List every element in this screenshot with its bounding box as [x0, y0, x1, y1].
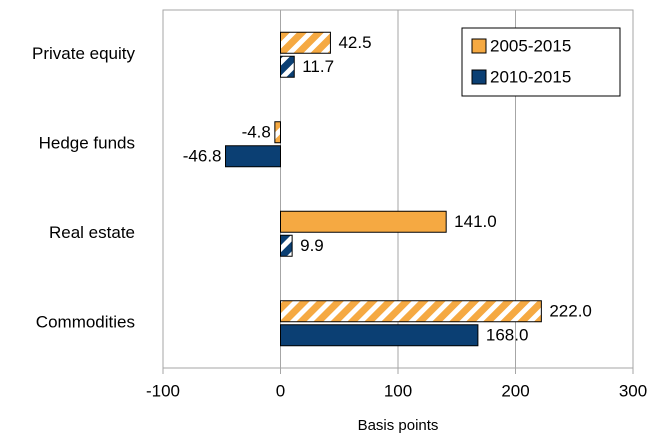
legend-swatch [471, 69, 487, 85]
x-tick-label: 200 [501, 381, 529, 400]
y-tick-label: Private equity [32, 44, 135, 63]
x-tick-label: 300 [619, 381, 647, 400]
legend-swatch [471, 38, 487, 54]
value-label: 141.0 [454, 212, 497, 231]
bar [225, 145, 281, 168]
value-label: 222.0 [549, 302, 592, 321]
legend-label: 2005-2015 [490, 36, 571, 55]
value-label: -46.8 [183, 147, 222, 166]
value-label: 42.5 [338, 33, 371, 52]
x-axis-label: Basis points [358, 417, 439, 434]
bar [274, 121, 281, 144]
x-tick-label: -100 [146, 381, 180, 400]
plot-border [162, 9, 634, 369]
bar [280, 324, 479, 347]
bar [280, 55, 295, 78]
y-tick-label: Commodities [36, 313, 135, 332]
legend-label: 2010-2015 [490, 67, 571, 86]
bar [280, 234, 293, 257]
bar [280, 210, 447, 233]
x-tick-label: 100 [384, 381, 412, 400]
value-label: 168.0 [486, 326, 529, 345]
value-label: -4.8 [242, 123, 271, 142]
bar [280, 300, 542, 323]
value-label: 11.7 [302, 57, 334, 76]
x-tick-label: 0 [276, 381, 285, 400]
legend-box [461, 27, 621, 97]
value-label: 9.9 [300, 236, 324, 255]
y-tick-label: Real estate [49, 223, 135, 242]
y-tick-label: Hedge funds [39, 134, 135, 153]
bar [280, 31, 331, 54]
